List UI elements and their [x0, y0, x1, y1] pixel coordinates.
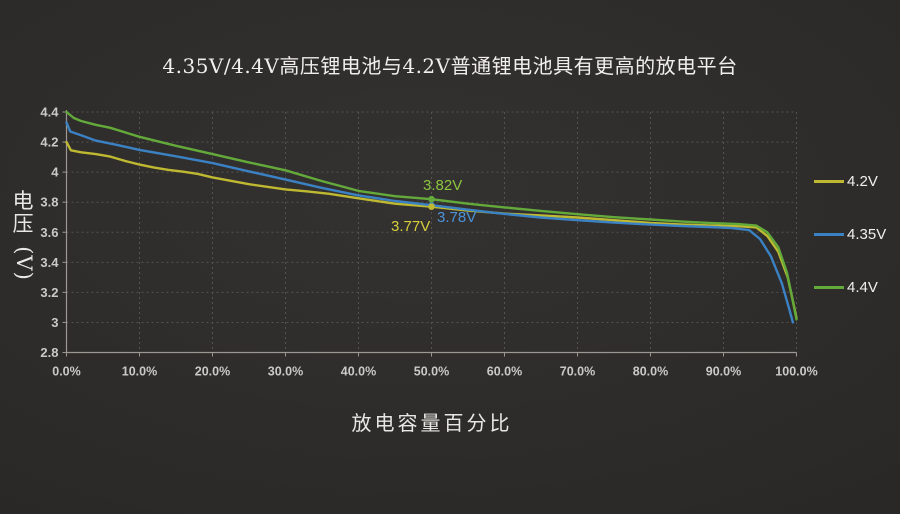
y-tick-label: 3	[51, 315, 58, 330]
y-axis-unit: (V)	[11, 246, 36, 281]
y-tick-label: 2.8	[40, 345, 58, 360]
x-tick-label: 10.0%	[122, 365, 157, 379]
y-tick-label: 3.6	[40, 225, 58, 240]
legend-label-4-35v: 4.35V	[847, 225, 887, 243]
annotation-3-77v: 3.77V	[391, 218, 431, 235]
x-tick-label: 70.0%	[560, 365, 595, 379]
legend: 4.2V 4.35V 4.4V	[814, 172, 886, 331]
y-tick-label: 4	[51, 165, 59, 180]
chart-title: 4.35V/4.4V高压锂电池与4.2V普通锂电池具有更高的放电平台	[162, 54, 738, 78]
series-line-4.2V	[65, 140, 798, 320]
x-axis-title: 放电容量百分比	[351, 411, 513, 435]
y-tick-label: 3.2	[40, 285, 58, 300]
x-tick-label: 30.0%	[268, 365, 303, 379]
annotation-3-78v: 3.78V	[437, 209, 477, 226]
y-tick-label: 3.8	[40, 195, 58, 210]
x-tick-label: 90.0%	[706, 365, 741, 379]
marker-4.4V	[428, 195, 435, 203]
x-tick-label: 50.0%	[414, 365, 449, 379]
x-tick-label: 100.0%	[775, 365, 817, 379]
y-axis-title-char-2: 压	[12, 212, 34, 236]
legend-label-4-4v: 4.4V	[847, 278, 878, 296]
legend-item-4-2v: 4.2V	[814, 172, 886, 190]
series-line-4.35V	[65, 121, 795, 324]
x-tick-label: 20.0%	[195, 365, 230, 379]
legend-swatch-4-2v	[814, 179, 844, 183]
y-axis-title-char-1: 电	[12, 189, 34, 213]
series-line-4.4V	[65, 110, 798, 321]
x-tick-label: 80.0%	[633, 365, 668, 379]
y-tick-label: 4.4	[40, 105, 59, 120]
legend-swatch-4-4v	[814, 285, 844, 289]
legend-item-4-4v: 4.4V	[814, 278, 886, 296]
y-tick-label: 3.4	[40, 255, 59, 270]
y-axis-title: 电 压 (V)	[5, 189, 41, 281]
x-tick-label: 0.0%	[52, 365, 81, 379]
marker-4.2V	[428, 203, 435, 210]
annotation-3-82v: 3.82V	[423, 177, 463, 194]
x-tick-label: 60.0%	[487, 365, 522, 379]
legend-item-4-35v: 4.35V	[814, 225, 886, 243]
legend-swatch-4-35v	[814, 232, 844, 236]
legend-label-4-2v: 4.2V	[847, 172, 878, 190]
y-tick-label: 4.2	[40, 135, 58, 150]
x-tick-label: 40.0%	[341, 365, 376, 379]
